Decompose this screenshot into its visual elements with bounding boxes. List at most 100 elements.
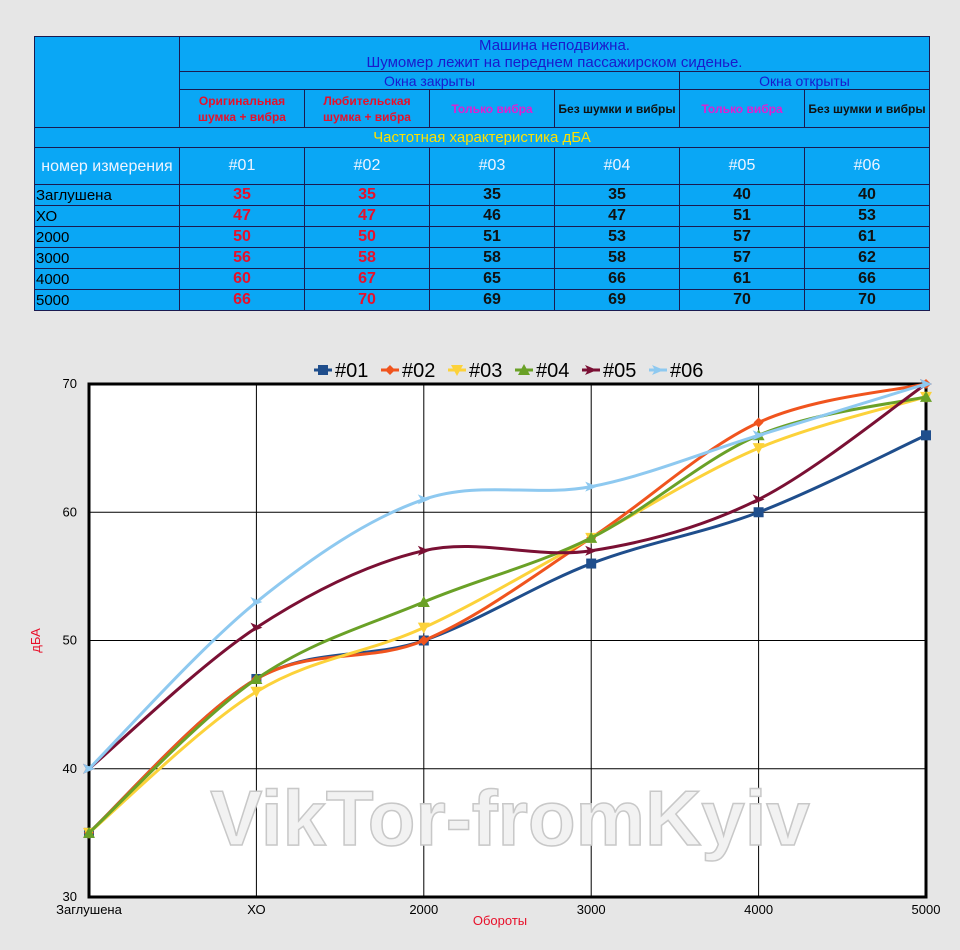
legend-marker [318,365,328,375]
data-point [417,545,430,556]
legend-item: #03 [448,360,502,382]
sub-header-4: Без шумки и вибры [554,89,680,128]
legend-item: #05 [582,360,636,382]
table-cell: 40 [679,184,805,206]
data-point [920,379,932,389]
table-cell: 46 [429,205,555,227]
table-cell: 69 [429,289,555,311]
legend-item: #02 [381,360,435,382]
table-cell: 65 [429,268,555,290]
x-tick-label: 4000 [744,902,773,917]
legend-label: #02 [402,360,435,382]
legend-item: #06 [649,360,703,382]
column-header-row: номер измерения #01 #02 #03 #04 #05 #06 [34,147,930,185]
table-cell: 70 [679,289,805,311]
x-tick-label: 3000 [577,902,606,917]
data-point [921,430,931,441]
data-point [417,494,430,505]
table-cell: 69 [554,289,680,311]
table-cell: 35 [179,184,305,206]
y-tick-label: 70 [63,376,77,391]
table-cell: 50 [179,226,305,248]
data-point [752,443,765,455]
data-point [586,558,597,569]
table-corner-cell [34,36,180,128]
table-cell: 62 [804,247,930,269]
column-id-1: #01 [179,147,305,185]
legend-marker [585,365,597,375]
legend-label: #05 [603,360,636,382]
axes: 30 40 50 60 70 Заглушена ХО 2000 3000 4000 5000 Обо… [28,376,940,928]
y-tick-label: 30 [63,889,77,904]
table-cell: 53 [554,226,680,248]
legend-label: #03 [469,360,502,382]
sub-header-1: Оригинальная шумка + вибра [179,89,305,128]
column-id-4: #04 [554,147,680,185]
series-line [88,382,927,770]
row-label: ХО [34,205,180,227]
table-cell: 47 [554,205,680,227]
group-windows-open: Окна открыты [679,71,930,90]
table-cell: 35 [554,184,680,206]
row-header-label: номер измерения [34,147,180,185]
sub-header-2: Любительская шумка + вибра [304,89,430,128]
group-windows-closed: Окна закрыты [179,71,680,90]
series-line [87,382,927,834]
table-cell: 66 [179,289,305,311]
legend-marker [451,365,463,376]
table-title-line2: Шумомер лежит на переднем пассажирском с… [366,54,743,71]
data-point [585,481,598,492]
data-point [752,494,765,505]
table-cell: 61 [679,268,805,290]
table-cell: 60 [179,268,305,290]
table-cell: 70 [804,289,930,311]
x-axis-label: Обороты [473,913,527,928]
data-point [753,417,764,428]
x-tick-label: ХО [247,902,265,917]
data-point [417,596,430,608]
table-cell: 66 [804,268,930,290]
table-row: 3000 56 58 58 58 57 62 [34,247,930,269]
table-row: 2000 50 50 51 53 57 61 [34,226,930,248]
table-title: Машина неподвижна. Шумомер лежит на пере… [179,36,930,72]
y-axis-label: дБА [28,628,43,653]
table-row: Заглушена 35 35 35 35 40 40 [34,184,930,206]
legend-label: #06 [670,360,703,382]
table-cell: 51 [679,205,805,227]
y-tick-label: 50 [63,633,77,648]
series-layer [83,379,932,839]
table-row: ХО 47 47 46 47 51 53 [34,205,930,227]
frequency-label: Частотная характеристика дБА [34,127,930,148]
sub-header-5: Только вибра [679,89,805,128]
table-cell: 35 [429,184,555,206]
data-point [250,597,263,608]
legend-label: #04 [536,360,569,382]
series-line [87,382,927,770]
legend-label: #01 [335,360,368,382]
y-tick-label: 60 [63,504,77,519]
table-cell: 58 [554,247,680,269]
row-label: 4000 [34,268,180,290]
table-cell: 51 [429,226,555,248]
x-tick-label: Заглушена [56,902,122,917]
legend-item: #01 [314,360,368,382]
y-tick-label: 40 [63,761,77,776]
legend-marker [652,365,664,375]
data-point [417,622,430,634]
table-title-line1: Машина неподвижна. [479,37,630,54]
data-point [418,635,429,646]
series-06 [83,379,932,774]
table-cell: 58 [429,247,555,269]
sub-header-3: Только вибра [429,89,555,128]
line-chart: VikTor-fromKyiv 30 40 50 60 70 Заглушена ХО 200… [28,360,940,928]
data-point [250,622,263,633]
table-row: 4000 60 67 65 66 61 66 [34,268,930,290]
table-cell: 61 [804,226,930,248]
table-cell: 66 [554,268,680,290]
x-tick-label: 5000 [912,902,941,917]
table-cell: 47 [304,205,430,227]
data-point [83,826,95,838]
table-row: 5000 66 70 69 69 70 70 [34,289,930,311]
data-point [585,545,598,556]
table-cell: 70 [304,289,430,311]
